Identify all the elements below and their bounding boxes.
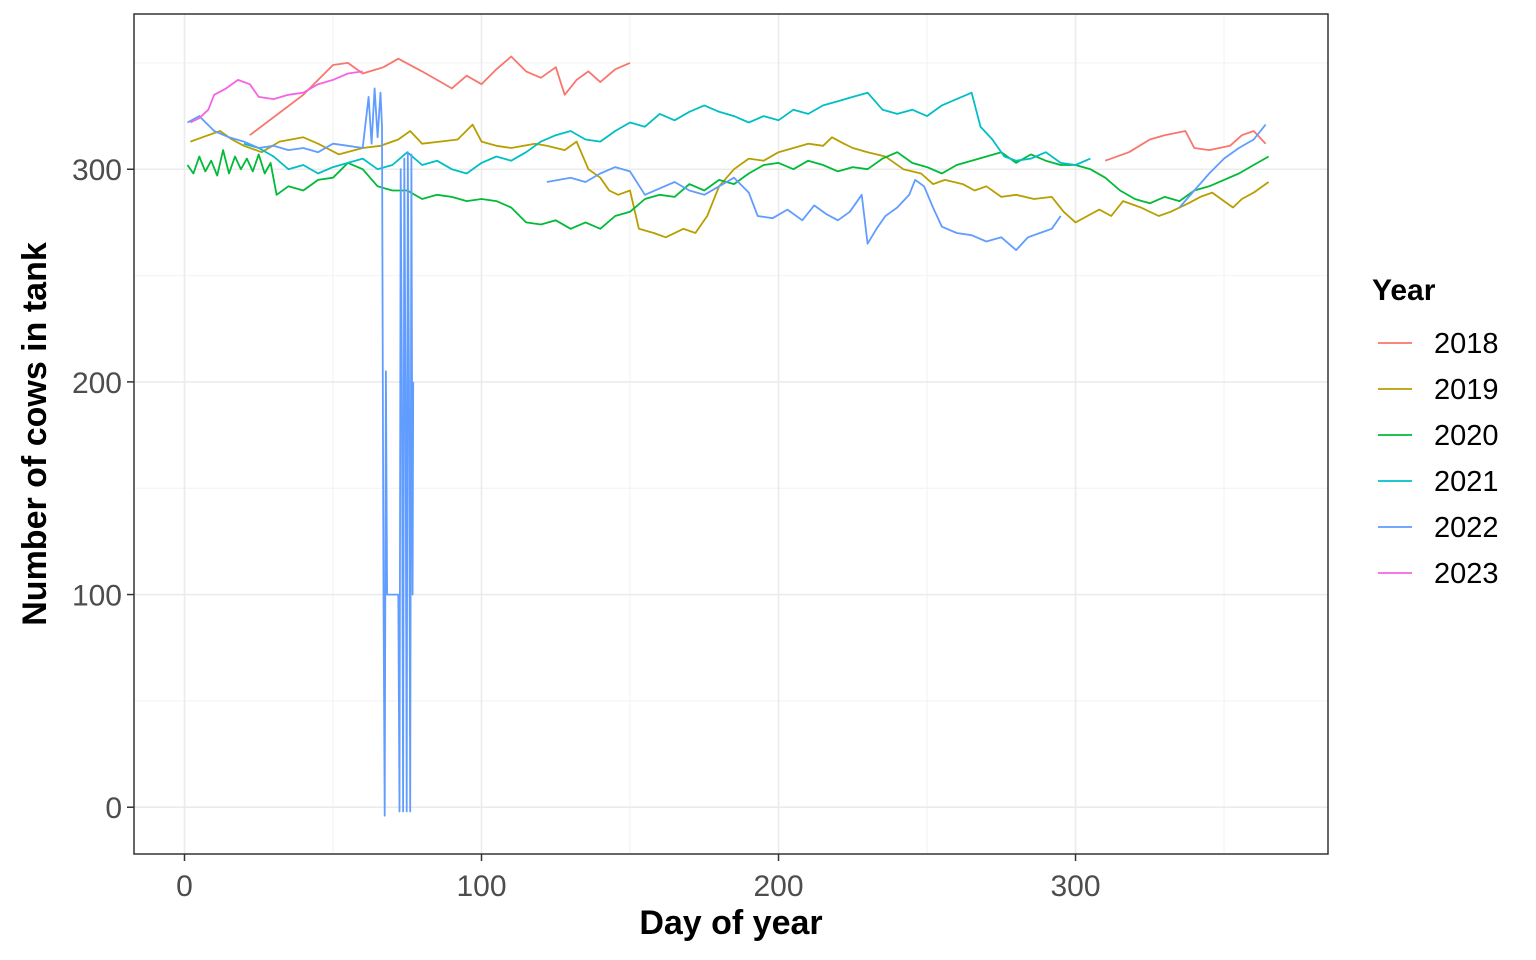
- series-line-2022: [1178, 124, 1267, 209]
- series-line-2023: [190, 70, 363, 124]
- y-tick-label: 0: [105, 792, 122, 825]
- legend-label: 2018: [1434, 328, 1499, 360]
- legend-item-2018: 2018: [1378, 328, 1499, 360]
- panel-border: [133, 13, 1329, 855]
- x-tick-label: 200: [753, 870, 803, 903]
- y-axis-ticks: 0 100 200 300: [72, 154, 134, 825]
- series-2020: [186, 149, 1270, 230]
- x-tick-label: 100: [456, 870, 506, 903]
- y-axis-title: Number of cows in tank: [16, 242, 54, 626]
- x-axis-ticks: 0 100 200 300: [176, 854, 1101, 903]
- legend-label: 2023: [1434, 558, 1499, 590]
- legend-label: 2020: [1434, 420, 1499, 452]
- series-2022: [187, 87, 1267, 817]
- legend-label: 2022: [1434, 512, 1499, 544]
- legend-item-2023: 2023: [1378, 558, 1499, 590]
- series-2018: [249, 55, 1267, 162]
- series-line-2019: [190, 123, 1270, 239]
- series-line-2018: [249, 55, 631, 136]
- series-2021: [243, 91, 1091, 175]
- series-2023: [190, 70, 363, 124]
- series-line-2020: [186, 149, 1270, 230]
- legend: Year 2018 2019 2020 2021 2022 2023: [1372, 274, 1499, 590]
- series-line-2022: [187, 87, 415, 817]
- minor-gridlines: [134, 14, 1328, 854]
- y-tick-label: 200: [72, 367, 122, 400]
- legend-label: 2019: [1434, 374, 1499, 406]
- legend-item-2022: 2022: [1378, 512, 1499, 544]
- legend-label: 2021: [1434, 466, 1499, 498]
- legend-title: Year: [1372, 274, 1436, 307]
- series-line-2018: [1104, 130, 1267, 162]
- major-gridlines: [134, 14, 1328, 854]
- series-line-2021: [243, 91, 1091, 175]
- series-lines: [186, 55, 1270, 817]
- legend-item-2021: 2021: [1378, 466, 1499, 498]
- y-tick-label: 300: [72, 154, 122, 187]
- x-tick-label: 0: [176, 870, 193, 903]
- y-tick-label: 100: [72, 580, 122, 613]
- legend-item-2019: 2019: [1378, 374, 1499, 406]
- x-tick-label: 300: [1051, 870, 1101, 903]
- series-2019: [190, 123, 1270, 239]
- x-axis-title: Day of year: [639, 904, 822, 942]
- legend-item-2020: 2020: [1378, 420, 1499, 452]
- series-line-2022: [546, 166, 1062, 252]
